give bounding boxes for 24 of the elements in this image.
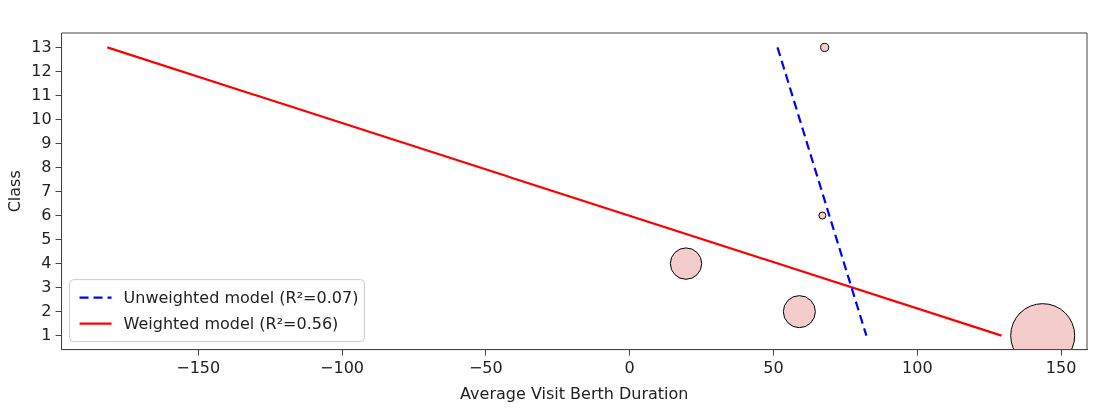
y-tick-label: 1 — [41, 324, 52, 344]
y-tick-label: 2 — [41, 300, 52, 320]
y-tick-label: 12 — [31, 60, 52, 80]
x-tick-label: −150 — [176, 358, 221, 378]
x-axis-title: Average Visit Berth Duration — [460, 383, 689, 403]
y-tick-label: 9 — [41, 132, 52, 152]
y-tick-label: 6 — [41, 204, 52, 224]
legend-label: Weighted model (R²=0.56) — [123, 313, 339, 333]
x-tick-label: 50 — [763, 358, 784, 378]
y-tick-label: 13 — [31, 36, 52, 56]
y-tick-label: 4 — [41, 252, 52, 272]
y-tick-label: 10 — [31, 108, 52, 128]
y-tick-label: 7 — [41, 180, 52, 200]
y-tick-label: 8 — [41, 156, 52, 176]
x-tick-label: 100 — [902, 358, 933, 378]
x-tick-label: 150 — [1045, 358, 1077, 378]
legend-label: Unweighted model (R²=0.07) — [123, 287, 359, 307]
x-tick-label: 0 — [624, 358, 635, 378]
y-axis-title: Class — [4, 170, 24, 213]
y-tick-label: 5 — [41, 228, 52, 248]
x-tick-label: −100 — [320, 358, 364, 378]
x-tick-label: −50 — [468, 358, 503, 378]
y-tick-label: 3 — [41, 276, 52, 296]
y-tick-label: 11 — [31, 84, 52, 104]
